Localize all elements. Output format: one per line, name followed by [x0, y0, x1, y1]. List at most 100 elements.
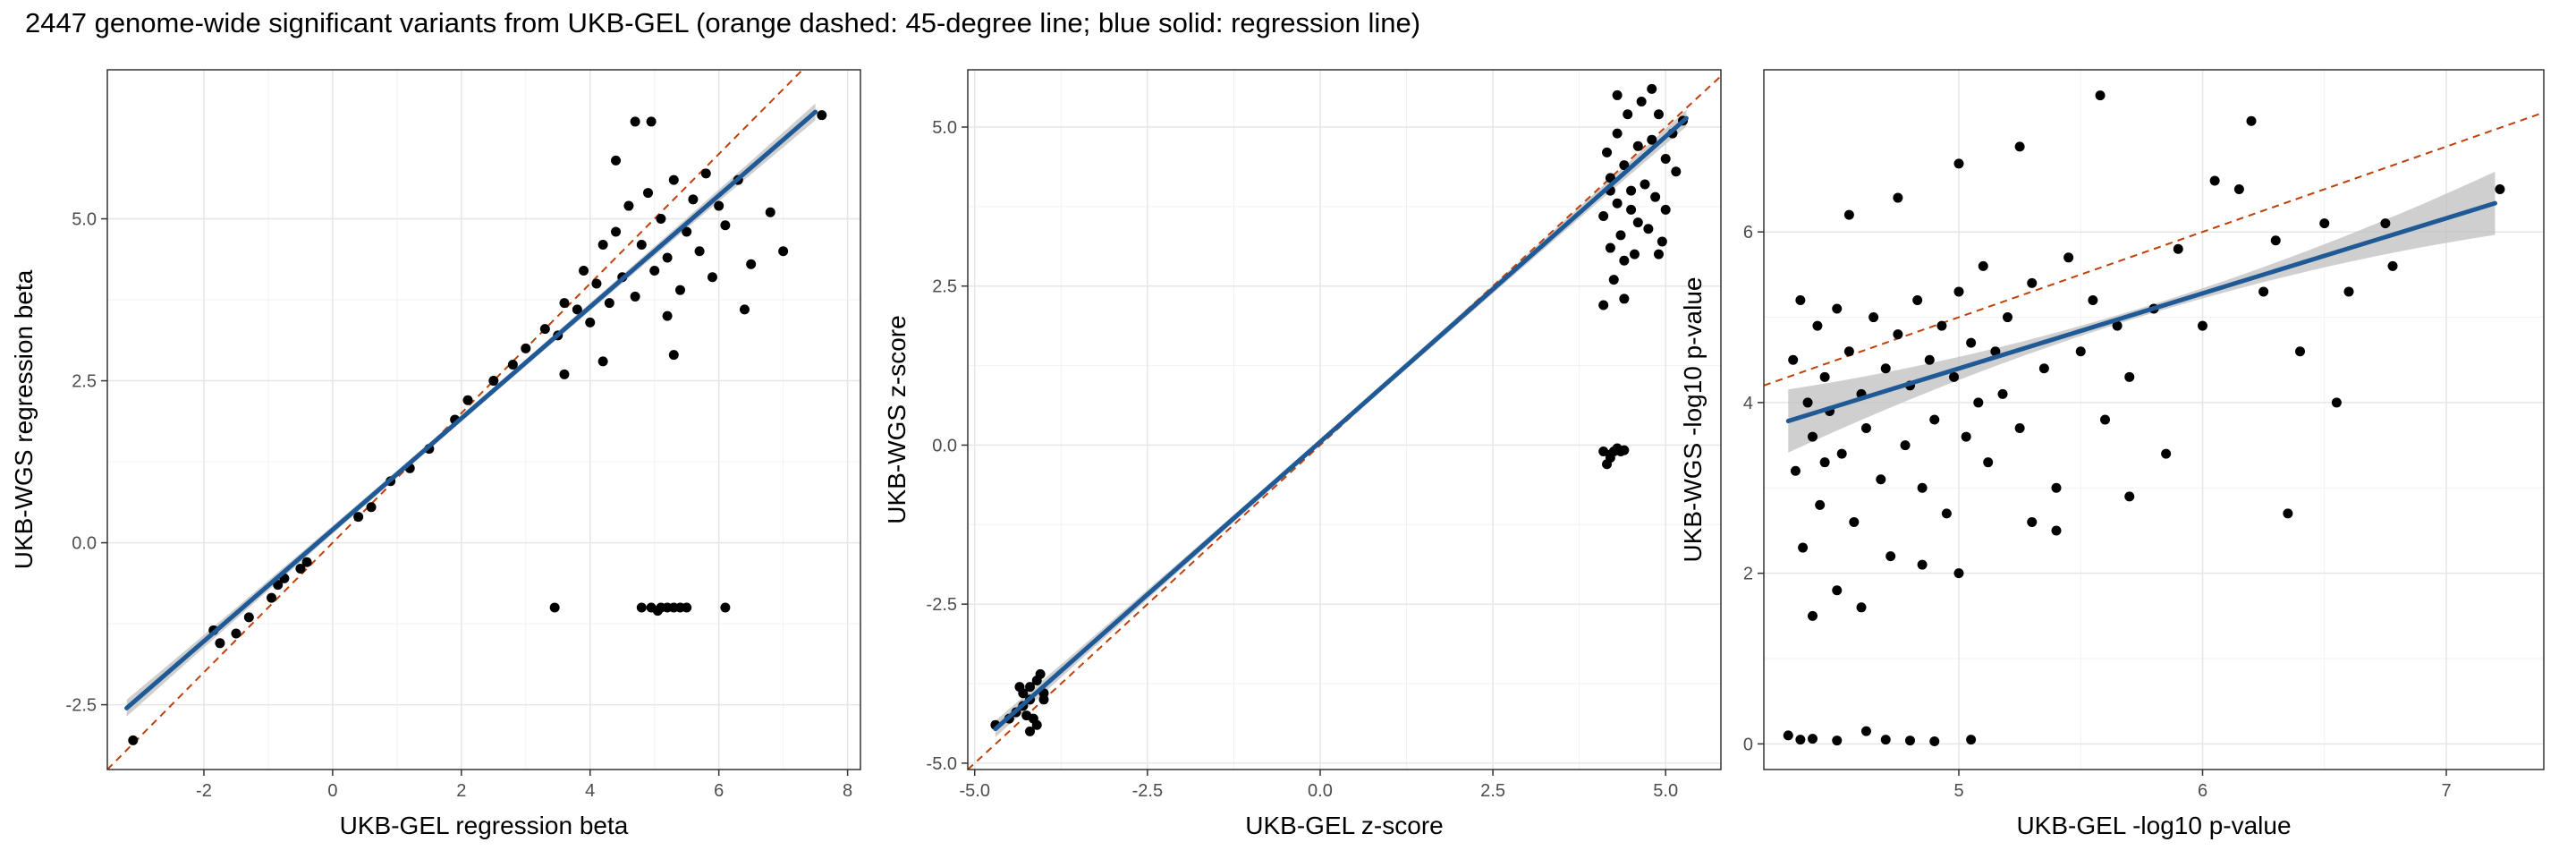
data-point — [549, 602, 560, 613]
data-point — [1031, 719, 1042, 730]
data-point — [630, 116, 640, 127]
panel-1-x-axis-title: UKB-GEL regression beta — [340, 812, 629, 839]
data-point — [462, 395, 473, 405]
data-point — [630, 291, 640, 302]
data-point — [1961, 431, 1971, 442]
data-point — [720, 602, 731, 613]
data-point — [1612, 89, 1623, 100]
data-point — [273, 580, 284, 591]
y-tick-label: 2.5 — [932, 277, 957, 297]
data-point — [1860, 423, 1871, 434]
data-point — [1973, 397, 1984, 408]
data-point — [1647, 83, 1657, 94]
data-point — [2014, 141, 2025, 152]
data-point — [2038, 363, 2049, 374]
data-point — [1623, 109, 1633, 120]
data-point — [656, 214, 666, 225]
data-point — [1885, 551, 1896, 562]
regression-line — [124, 109, 818, 710]
y-tick-label: 4 — [1743, 394, 1753, 413]
x-tick-label: 8 — [843, 781, 852, 801]
y-tick-label: 5.0 — [72, 210, 97, 230]
data-point — [572, 304, 582, 315]
data-point — [1790, 465, 1801, 476]
data-point — [1619, 160, 1630, 171]
data-point — [1819, 457, 1830, 468]
data-point — [597, 356, 608, 367]
x-tick-label: -5.0 — [959, 781, 989, 801]
data-point — [231, 628, 242, 639]
data-point — [559, 369, 570, 379]
data-point — [1966, 337, 1977, 348]
x-tick-label: 4 — [585, 781, 595, 801]
data-point — [1953, 568, 1964, 579]
y-tick-label: -2.5 — [66, 696, 97, 716]
data-point — [2075, 346, 2086, 357]
panel-2-y-axis-title: UKB-WGS z-score — [883, 315, 911, 523]
data-point — [746, 259, 757, 269]
data-point — [1653, 109, 1664, 120]
data-point — [2173, 243, 2183, 254]
data-point — [1893, 192, 1903, 203]
data-point — [646, 116, 657, 127]
data-point — [611, 226, 622, 237]
data-point — [1917, 482, 1928, 493]
y-tick-label: 0.0 — [72, 534, 97, 554]
data-point — [2051, 525, 2062, 536]
data-point — [1808, 734, 1818, 744]
y-tick-label: 2 — [1743, 565, 1753, 584]
data-point — [817, 110, 827, 121]
data-point — [1795, 294, 1806, 305]
data-point — [1876, 474, 1886, 485]
panel-3-x-axis-title: UKB-GEL -log10 p-value — [2016, 812, 2291, 839]
data-point — [597, 240, 608, 250]
data-point — [765, 207, 775, 217]
data-point — [1788, 354, 1799, 365]
figure-title: 2447 genome-wide significant variants fr… — [25, 7, 1421, 38]
data-point — [2319, 218, 2330, 229]
data-point — [668, 350, 679, 361]
x-tick-label: 2 — [456, 781, 466, 801]
data-point — [488, 376, 499, 387]
data-point — [2161, 448, 2172, 459]
data-point — [1912, 294, 1923, 305]
x-tick-label: -2 — [196, 781, 212, 801]
data-point — [668, 174, 679, 185]
data-point — [2233, 184, 2244, 195]
x-tick-label: 7 — [2441, 781, 2451, 801]
data-point — [1949, 371, 1960, 382]
data-point — [1893, 329, 1903, 340]
data-point — [1783, 730, 1793, 741]
data-point — [2014, 423, 2025, 434]
data-point — [2124, 491, 2135, 502]
data-point — [2112, 320, 2123, 331]
data-point — [215, 638, 225, 649]
data-point — [694, 246, 705, 257]
y-tick-label: 0 — [1743, 735, 1753, 754]
data-point — [1929, 736, 1940, 747]
data-point — [2387, 260, 2398, 271]
data-point — [559, 298, 570, 309]
data-point — [1021, 710, 1032, 721]
regression-line — [1785, 200, 2497, 424]
data-point — [1598, 211, 1609, 222]
data-point — [643, 188, 654, 199]
data-point — [1626, 185, 1637, 196]
data-point — [1843, 209, 1854, 220]
data-point — [2063, 252, 2074, 263]
x-tick-label: 5 — [1953, 781, 1963, 801]
data-point — [714, 200, 724, 211]
x-tick-label: 0 — [327, 781, 337, 801]
data-point — [739, 304, 750, 315]
data-point — [2088, 294, 2098, 305]
data-point — [1953, 158, 1964, 169]
data-point — [585, 317, 596, 327]
x-tick-label: 6 — [714, 781, 724, 801]
data-point — [1929, 414, 1940, 425]
data-point — [579, 265, 589, 276]
data-point — [243, 612, 254, 623]
data-point — [301, 557, 312, 567]
data-point — [662, 310, 673, 321]
data-point — [1619, 255, 1630, 266]
